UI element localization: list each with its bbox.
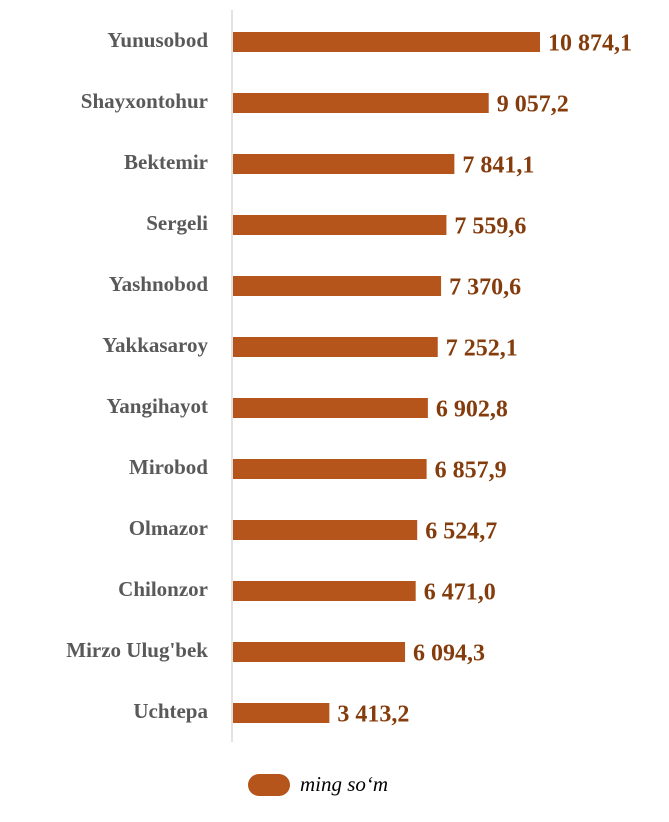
bar: [233, 459, 427, 479]
bar: [233, 276, 442, 296]
bar: [233, 703, 330, 723]
value-label: 7 559,6: [454, 214, 526, 240]
category-label: Mirobod: [129, 455, 208, 479]
category-label: Olmazor: [129, 516, 208, 540]
value-label: 7 841,1: [462, 153, 534, 179]
value-label: 6 471,0: [424, 580, 496, 606]
category-label: Chilonzor: [118, 577, 208, 601]
value-label: 3 413,2: [337, 702, 409, 728]
value-label: 7 370,6: [449, 275, 521, 301]
category-label: Shayxontohur: [81, 89, 208, 113]
category-label: Bektemir: [124, 150, 208, 174]
bar: [233, 93, 489, 113]
value-label: 6 857,9: [435, 458, 507, 484]
bar: [233, 337, 438, 357]
category-label: Sergeli: [146, 211, 208, 235]
bar: [233, 398, 428, 418]
value-label: 7 252,1: [446, 336, 518, 362]
category-label: Yangihayot: [106, 394, 208, 418]
bar: [233, 520, 418, 540]
bar: [233, 154, 455, 174]
category-label: Uchtepa: [133, 699, 208, 723]
value-label: 10 874,1: [548, 31, 632, 57]
legend-swatch: [248, 774, 290, 796]
category-label: Yunusobod: [107, 28, 208, 52]
legend-label: ming so‘m: [300, 772, 388, 796]
value-label: 6 524,7: [425, 519, 497, 545]
bar: [233, 642, 406, 662]
bar: [233, 32, 540, 52]
value-label: 6 094,3: [413, 641, 485, 667]
value-label: 6 902,8: [436, 397, 508, 423]
category-label: Mirzo Ulug'bek: [66, 638, 208, 662]
category-label: Yakkasaroy: [102, 333, 208, 357]
bar: [233, 581, 416, 601]
category-label: Yashnobod: [109, 272, 209, 296]
bar: [233, 215, 447, 235]
value-label: 9 057,2: [497, 92, 569, 118]
